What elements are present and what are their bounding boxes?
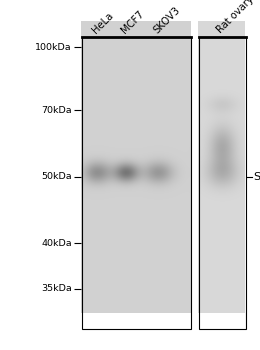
Text: SFRP4: SFRP4 xyxy=(253,172,260,182)
Text: 100kDa: 100kDa xyxy=(35,43,72,52)
Bar xyxy=(82,37,191,329)
Text: SKOV3: SKOV3 xyxy=(152,5,182,35)
Text: Rat ovary: Rat ovary xyxy=(215,0,256,35)
Text: 70kDa: 70kDa xyxy=(41,106,72,115)
Text: HeLa: HeLa xyxy=(90,10,115,35)
Bar xyxy=(199,37,246,329)
Text: 40kDa: 40kDa xyxy=(41,239,72,248)
Text: 50kDa: 50kDa xyxy=(41,172,72,181)
Text: MCF7: MCF7 xyxy=(119,8,146,35)
Text: 35kDa: 35kDa xyxy=(41,284,72,293)
